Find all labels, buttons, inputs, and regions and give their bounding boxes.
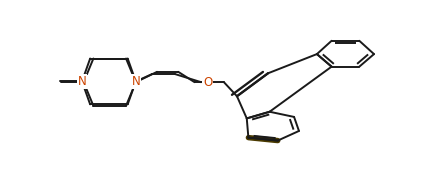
Text: N: N xyxy=(77,75,86,88)
Text: N: N xyxy=(131,75,140,88)
Text: N: N xyxy=(131,76,140,89)
Text: O: O xyxy=(203,76,212,89)
Text: O: O xyxy=(203,76,212,89)
Text: N: N xyxy=(79,76,88,89)
